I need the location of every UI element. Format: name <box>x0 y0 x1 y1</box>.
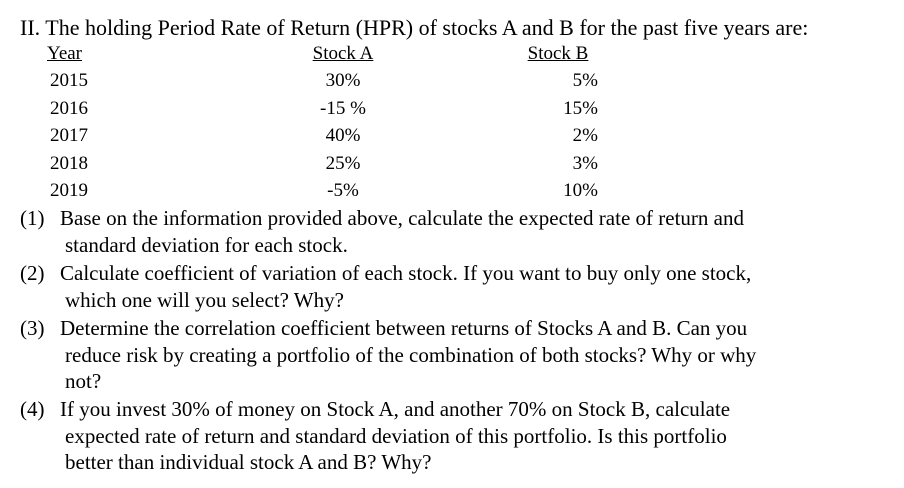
table-cell: 40% <box>325 125 361 146</box>
table-header: Stock B <box>527 43 589 64</box>
question-number: (3) <box>20 316 45 340</box>
table-cell: 15% <box>563 97 598 119</box>
question-text: Base on the information provided above, … <box>60 206 744 230</box>
question-text: standard deviation for each stock. <box>65 232 348 257</box>
table-cell: 2016 <box>50 97 88 119</box>
question-text: which one will you select? Why? <box>65 287 344 312</box>
table-cell: 10% <box>563 180 598 201</box>
table-cell: 2019 <box>50 180 88 201</box>
table-cell: 25% <box>325 152 361 174</box>
question-number: (1) <box>20 206 45 230</box>
question-text: expected rate of return and standard dev… <box>65 423 727 448</box>
question-text: If you invest 30% of money on Stock A, a… <box>60 397 731 421</box>
table-cell: -15 % <box>320 97 366 119</box>
question-text: not? <box>65 369 102 393</box>
table-cell: 2015 <box>50 70 88 91</box>
question-text: reduce risk by creating a portfolio of t… <box>65 342 757 367</box>
table-cell: 2018 <box>50 152 88 174</box>
question-number: (4) <box>20 397 45 421</box>
question-number: (2) <box>20 261 45 285</box>
question-text: better than individual stock A and B? Wh… <box>65 450 432 474</box>
table-cell: -5% <box>327 180 359 201</box>
table-cell: 3% <box>572 152 598 174</box>
table-cell: 30% <box>325 70 361 91</box>
heading: II. The holding Period Rate of Return (H… <box>20 15 809 40</box>
table-cell: 2% <box>572 125 598 146</box>
table-cell: 5% <box>572 70 598 91</box>
table-header: Stock A <box>312 43 374 64</box>
question-text: Determine the correlation coefficient be… <box>60 316 748 340</box>
question-text: Calculate coefficient of variation of ea… <box>60 261 752 285</box>
table-cell: 2017 <box>50 125 88 146</box>
table-header: Year <box>47 43 83 64</box>
